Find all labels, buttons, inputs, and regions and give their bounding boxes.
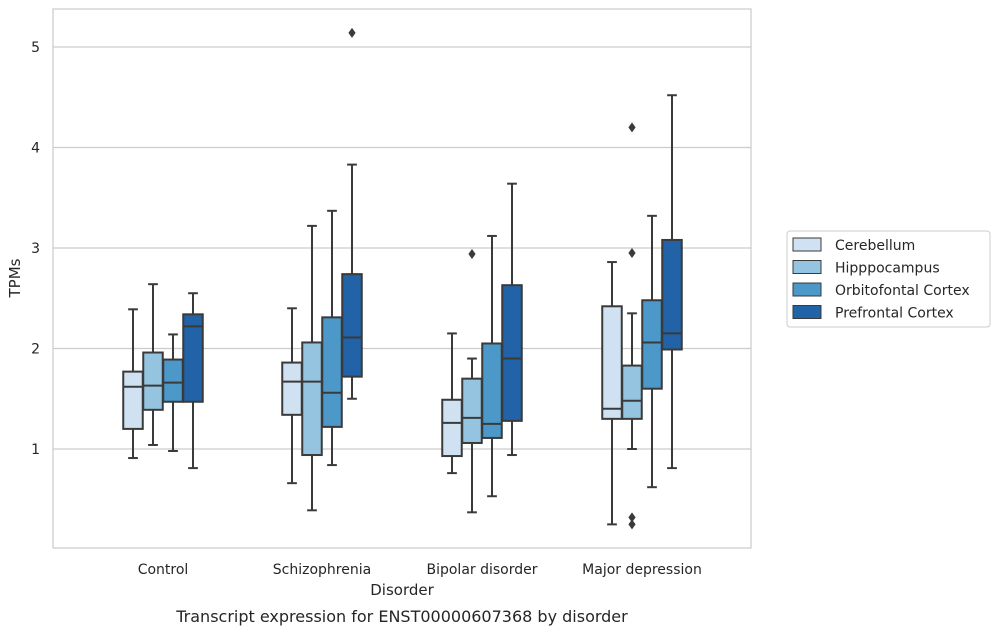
box-iqr bbox=[641, 299, 663, 390]
legend-label: Cerebellum bbox=[835, 238, 915, 254]
legend-swatch bbox=[792, 305, 822, 319]
box-cerebellum bbox=[441, 332, 463, 475]
box-iqr bbox=[501, 284, 523, 422]
y-axis-ticks: 1 2 3 4 5 bbox=[31, 40, 40, 458]
outlier-point bbox=[348, 27, 356, 38]
plot-frame bbox=[52, 8, 752, 549]
x-axis-label: Disorder bbox=[370, 581, 434, 599]
box-iqr bbox=[142, 351, 164, 411]
box-cerebellum bbox=[122, 308, 144, 460]
box-iqr bbox=[122, 370, 144, 430]
outlier-point bbox=[628, 512, 636, 523]
legend-swatch bbox=[792, 260, 822, 274]
x-tick-label: Control bbox=[138, 562, 189, 578]
chart-caption: Transcript expression for ENST0000060736… bbox=[175, 607, 628, 626]
box-orbitofontal-cortex bbox=[481, 234, 503, 498]
box-iqr bbox=[301, 341, 323, 457]
outlier-point bbox=[628, 122, 636, 133]
box-iqr bbox=[621, 364, 643, 420]
box-prefrontal-cortex bbox=[182, 292, 204, 470]
box-hipppocampus bbox=[142, 283, 164, 446]
box-orbitofontal-cortex bbox=[641, 214, 663, 489]
legend-swatch bbox=[792, 282, 822, 297]
box-orbitofontal-cortex bbox=[162, 333, 184, 453]
legend-label: Hipppocampus bbox=[835, 261, 940, 277]
outlier-point bbox=[628, 248, 636, 259]
box-prefrontal-cortex bbox=[501, 182, 523, 457]
box-plot-marks bbox=[122, 27, 683, 530]
y-tick-label: 4 bbox=[31, 141, 40, 157]
box-hipppocampus bbox=[461, 249, 483, 514]
y-tick-label: 5 bbox=[31, 40, 40, 56]
outlier-point bbox=[468, 249, 476, 260]
box-cerebellum bbox=[281, 307, 303, 485]
legend-swatch bbox=[792, 237, 822, 252]
box-iqr bbox=[321, 316, 343, 428]
box-iqr bbox=[661, 238, 683, 351]
legend: Cerebellum Hipppocampus Orbitofontal Corte… bbox=[786, 230, 991, 328]
box-hipppocampus bbox=[621, 122, 643, 530]
box-iqr bbox=[182, 313, 204, 403]
y-tick-label: 3 bbox=[31, 241, 40, 257]
x-tick-label: Schizophrenia bbox=[273, 562, 371, 578]
box-prefrontal-cortex bbox=[661, 94, 683, 470]
legend-label: Orbitofontal Cortex bbox=[835, 283, 970, 299]
x-tick-label: Bipolar disorder bbox=[426, 562, 537, 578]
y-tick-label: 1 bbox=[31, 442, 40, 458]
y-tick-label: 2 bbox=[31, 342, 40, 358]
y-axis-label: TPMs bbox=[6, 258, 24, 298]
box-iqr bbox=[341, 273, 363, 378]
box-iqr bbox=[601, 305, 623, 420]
outlier-point bbox=[628, 519, 636, 530]
box-prefrontal-cortex bbox=[341, 27, 363, 400]
box-hipppocampus bbox=[301, 224, 323, 512]
box-iqr bbox=[441, 398, 463, 458]
x-axis-ticks: Control Schizophrenia Bipolar disorder Majo… bbox=[138, 562, 702, 578]
box-orbitofontal-cortex bbox=[321, 209, 343, 467]
legend-frame bbox=[786, 230, 991, 328]
legend-label: Prefrontal Cortex bbox=[835, 306, 954, 322]
box-iqr bbox=[461, 377, 483, 444]
box-iqr bbox=[281, 361, 303, 416]
x-tick-label: Major depression bbox=[582, 562, 702, 578]
box-cerebellum bbox=[601, 261, 623, 526]
box-iqr bbox=[162, 358, 184, 403]
